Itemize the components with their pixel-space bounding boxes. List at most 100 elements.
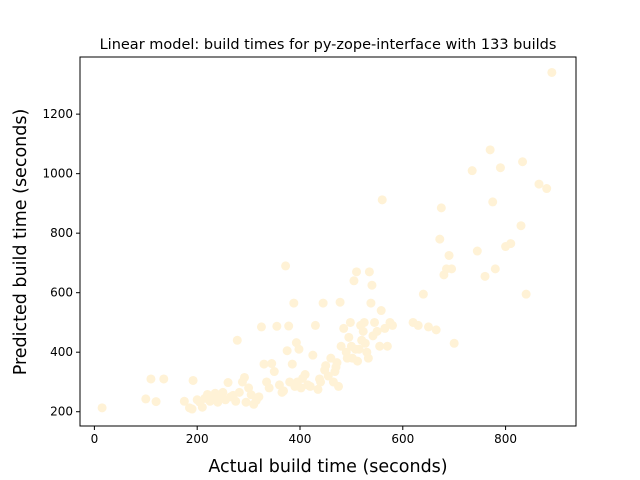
- x-tick-label: 400: [289, 432, 312, 446]
- data-point: [313, 384, 323, 394]
- data-point: [490, 264, 500, 274]
- data-point: [388, 320, 398, 330]
- data-point: [413, 320, 423, 330]
- data-point: [332, 358, 342, 368]
- data-point: [151, 397, 161, 407]
- data-point: [310, 320, 320, 330]
- data-point: [187, 404, 197, 414]
- data-point: [353, 356, 363, 366]
- data-point: [344, 332, 354, 342]
- data-point: [97, 403, 107, 413]
- y-tick-label: 400: [50, 345, 73, 359]
- data-point: [294, 344, 304, 354]
- data-point: [281, 261, 291, 271]
- y-tick-label: 800: [50, 226, 73, 240]
- data-point: [336, 341, 346, 351]
- data-point: [376, 306, 386, 316]
- data-point: [259, 359, 269, 369]
- x-tick-label: 200: [186, 432, 209, 446]
- data-point: [364, 267, 374, 277]
- data-point: [308, 350, 318, 360]
- data-point: [244, 383, 254, 393]
- data-point: [272, 321, 282, 331]
- data-point: [232, 335, 242, 345]
- data-point: [188, 375, 198, 385]
- y-axis-label: Predicted build time (seconds): [11, 109, 31, 376]
- x-tick-label: 0: [91, 432, 99, 446]
- data-point: [282, 346, 292, 356]
- data-point: [197, 402, 207, 412]
- data-point: [141, 394, 151, 404]
- data-point: [547, 67, 557, 77]
- data-point: [300, 370, 310, 380]
- data-point: [366, 298, 376, 308]
- data-point: [472, 246, 482, 256]
- y-tick-label: 600: [50, 286, 73, 300]
- data-point: [516, 221, 526, 231]
- y-axis: 200 400 600 800 1000 1200: [42, 107, 80, 419]
- data-point: [382, 341, 392, 351]
- data-point: [488, 197, 498, 207]
- y-tick-label: 200: [50, 405, 73, 419]
- data-point: [239, 372, 249, 382]
- data-point: [367, 280, 377, 290]
- data-point: [449, 338, 459, 348]
- data-point: [287, 359, 297, 369]
- data-point: [370, 317, 380, 327]
- data-point: [179, 396, 189, 406]
- data-point: [418, 289, 428, 299]
- data-point: [269, 367, 279, 377]
- data-point: [372, 326, 382, 336]
- data-point: [305, 381, 315, 391]
- data-point: [218, 387, 228, 397]
- data-point: [334, 381, 344, 391]
- x-axis: 0 200 400 600 800: [91, 426, 517, 446]
- data-point: [345, 317, 355, 327]
- data-point: [444, 250, 454, 260]
- data-point: [380, 323, 390, 333]
- data-point: [506, 239, 516, 249]
- axes-frame: [79, 56, 577, 427]
- data-point: [339, 323, 349, 333]
- data-point: [323, 371, 333, 381]
- data-point: [436, 203, 446, 213]
- data-point: [234, 387, 244, 397]
- x-tick-label: 600: [391, 432, 414, 446]
- data-point: [435, 234, 445, 244]
- data-point: [279, 386, 289, 396]
- data-point: [254, 392, 264, 402]
- data-point: [284, 321, 294, 331]
- data-point: [480, 271, 490, 281]
- y-tick-label: 1000: [42, 167, 73, 181]
- data-point: [267, 359, 277, 369]
- data-point: [264, 383, 274, 393]
- data-point: [349, 276, 359, 286]
- data-point: [360, 338, 370, 348]
- data-point: [447, 264, 457, 274]
- data-point: [335, 297, 345, 307]
- data-point: [521, 289, 531, 299]
- data-point: [363, 353, 373, 363]
- data-point: [377, 195, 387, 205]
- data-point: [321, 361, 331, 371]
- data-point: [159, 374, 169, 384]
- data-point: [534, 179, 544, 189]
- data-point: [518, 157, 528, 167]
- data-point: [231, 396, 241, 406]
- data-point: [542, 184, 552, 194]
- data-point: [359, 317, 369, 327]
- data-point: [241, 397, 251, 407]
- data-point: [375, 341, 385, 351]
- y-tick-label: 1200: [42, 107, 73, 121]
- data-point: [352, 267, 362, 277]
- data-point: [495, 163, 505, 173]
- points-layer: [97, 67, 557, 414]
- data-point: [223, 378, 233, 388]
- x-axis-label: Actual build time (seconds): [208, 457, 447, 477]
- x-tick-label: 800: [494, 432, 517, 446]
- chart-title: Linear model: build times for py-zope-in…: [100, 37, 557, 53]
- data-point: [146, 374, 156, 384]
- data-point: [256, 322, 266, 332]
